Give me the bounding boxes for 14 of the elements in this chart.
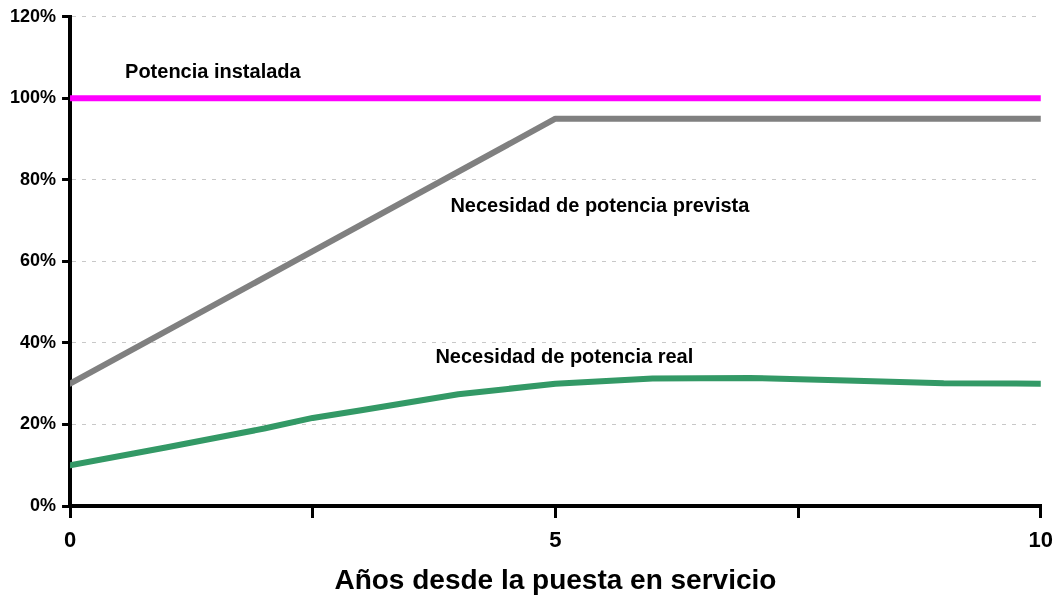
- y-tick-label: 0%: [30, 494, 57, 515]
- series-label: Necesidad de potencia real: [435, 345, 694, 368]
- x-tick-label: 10: [1028, 527, 1054, 553]
- y-tick-label: 120%: [9, 5, 57, 26]
- y-tick-label: 60%: [20, 250, 57, 271]
- y-tick-label: 40%: [20, 331, 57, 352]
- x-axis-title: Años desde la puesta en servicio: [334, 563, 777, 595]
- y-tick-label: 100%: [9, 87, 57, 108]
- series-label: Potencia instalada: [125, 59, 302, 82]
- series-label: Necesidad de potencia prevista: [450, 194, 751, 217]
- x-tick-label: 5: [549, 527, 562, 553]
- x-tick-label: 0: [63, 527, 77, 553]
- y-tick-label: 80%: [20, 168, 57, 189]
- y-tick-label: 20%: [20, 413, 57, 434]
